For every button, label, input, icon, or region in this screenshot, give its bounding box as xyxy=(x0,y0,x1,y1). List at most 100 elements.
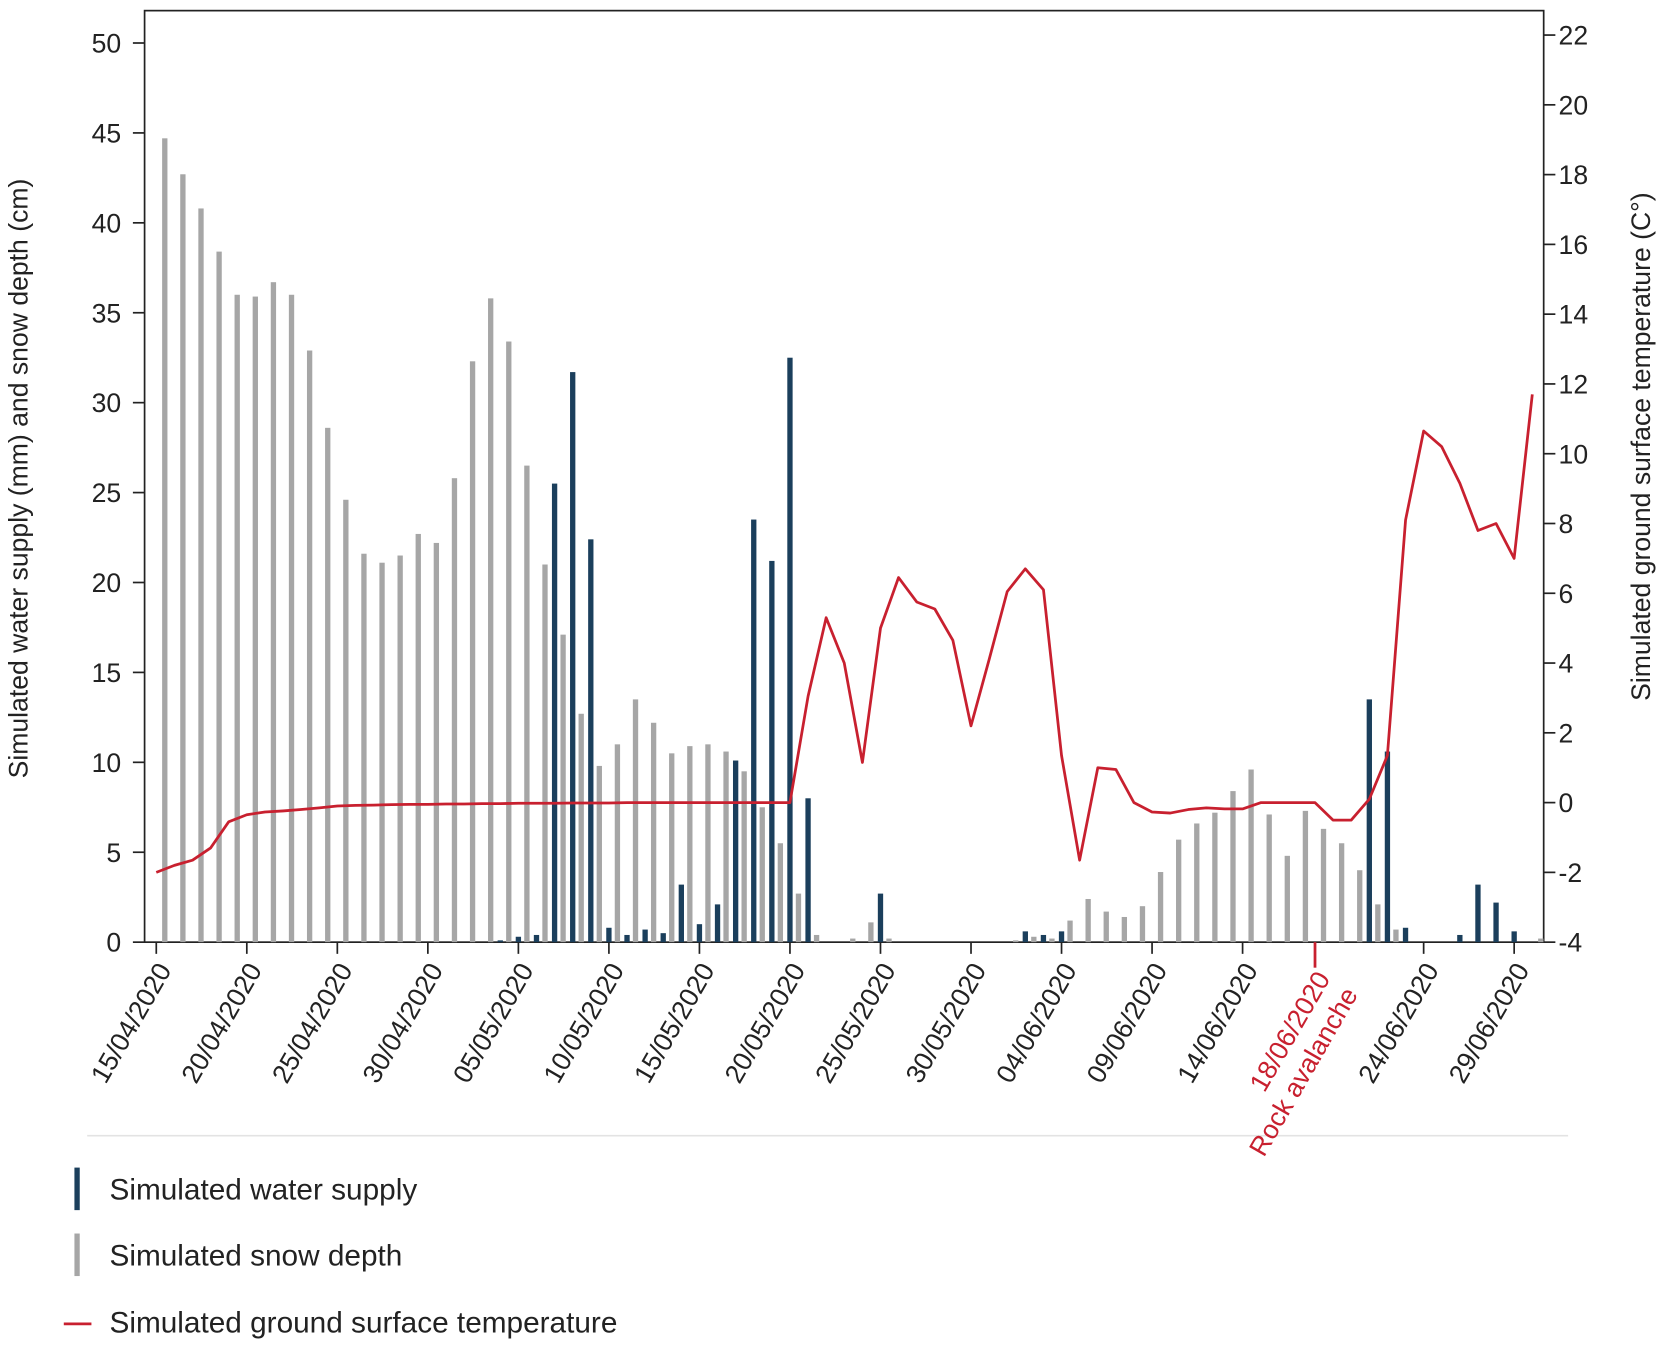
bar xyxy=(1375,904,1381,943)
bar xyxy=(1266,814,1272,943)
bar xyxy=(515,936,522,943)
x-tick-group: 09/06/2020 xyxy=(1081,958,1173,1088)
x-tick-label: 15/04/2020 xyxy=(85,958,177,1088)
bar xyxy=(433,542,440,943)
x-tick-group: 20/05/2020 xyxy=(719,958,811,1088)
x-tick-label: 20/05/2020 xyxy=(719,958,811,1088)
bar xyxy=(723,751,729,943)
bar xyxy=(1176,839,1182,943)
bar xyxy=(606,927,612,943)
x-tick-group: 20/04/2020 xyxy=(175,958,267,1088)
x-tick-label: 30/04/2020 xyxy=(356,958,448,1088)
bar xyxy=(415,533,421,943)
bar xyxy=(1022,931,1028,943)
y2-axis-label: Simulated ground surface temperature (C°… xyxy=(1626,192,1656,701)
x-tick-group: 10/05/2020 xyxy=(537,958,629,1088)
bar xyxy=(805,798,811,943)
x-tick-label: 29/06/2020 xyxy=(1443,958,1535,1088)
x-tick-label: 24/06/2020 xyxy=(1352,958,1444,1088)
bar xyxy=(1103,911,1109,943)
y-tick-label: 45 xyxy=(92,118,122,148)
y2-tick-label: 10 xyxy=(1559,439,1589,469)
bar xyxy=(252,296,258,943)
x-tick-group: 04/06/2020 xyxy=(990,958,1082,1088)
bar xyxy=(596,765,602,943)
bar xyxy=(624,934,630,943)
bar xyxy=(877,893,884,943)
bar xyxy=(759,807,765,943)
bar xyxy=(787,357,793,943)
bar xyxy=(1031,936,1037,943)
bar xyxy=(751,519,757,943)
bar xyxy=(769,560,775,943)
legend-swatch xyxy=(74,1233,80,1277)
y2-tick-label: 14 xyxy=(1559,300,1589,330)
y-tick-label: 5 xyxy=(106,838,121,868)
x-tick-label: 30/05/2020 xyxy=(900,958,992,1088)
bar xyxy=(1194,823,1200,943)
bar xyxy=(1475,884,1481,943)
bar xyxy=(397,555,403,943)
y2-tick-label: 6 xyxy=(1559,579,1574,609)
y2-tick-label: 4 xyxy=(1559,649,1574,679)
bar xyxy=(325,427,331,943)
x-tick-label: 20/04/2020 xyxy=(175,958,267,1088)
bar xyxy=(588,539,594,943)
legend-label: Simulated snow depth xyxy=(110,1239,403,1272)
bar xyxy=(1511,931,1517,943)
bar xyxy=(1338,843,1345,943)
x-tick-group: 15/05/2020 xyxy=(628,958,720,1088)
bar xyxy=(1040,934,1047,943)
bar xyxy=(570,372,576,943)
y-axis-label: Simulated water supply (mm) and snow dep… xyxy=(4,179,34,779)
bar xyxy=(578,713,584,943)
bar xyxy=(1393,929,1399,943)
x-tick-label: 05/05/2020 xyxy=(447,958,539,1088)
x-tick-label: 10/05/2020 xyxy=(537,958,629,1088)
bar xyxy=(1302,810,1309,943)
bar xyxy=(270,282,277,943)
bar xyxy=(524,465,530,943)
legend-label: Simulated water supply xyxy=(110,1173,418,1206)
bar xyxy=(678,884,684,943)
x-tick-group: 25/05/2020 xyxy=(809,958,901,1088)
y-tick-label: 50 xyxy=(92,29,122,59)
legend-label: Simulated ground surface temperature xyxy=(110,1306,618,1339)
x-tick-label: 09/06/2020 xyxy=(1081,958,1173,1088)
y2-tick-label: 18 xyxy=(1559,160,1589,190)
bar xyxy=(1067,920,1073,943)
x-tick-group: 14/06/2020 xyxy=(1171,958,1263,1088)
bar xyxy=(180,174,186,943)
y-tick-label: 0 xyxy=(106,928,121,958)
bar xyxy=(306,350,313,943)
bar xyxy=(533,934,540,943)
bar xyxy=(497,940,503,943)
bar xyxy=(1457,934,1463,943)
bar xyxy=(343,499,349,943)
bar xyxy=(795,893,802,943)
x-tick-group: 24/06/2020 xyxy=(1352,958,1444,1088)
bar xyxy=(614,744,621,943)
bar xyxy=(551,483,558,943)
y2-tick-label: 8 xyxy=(1559,509,1574,539)
bar xyxy=(1058,931,1065,943)
bar xyxy=(1157,872,1164,943)
x-tick-group: 05/05/2020 xyxy=(447,958,539,1088)
x-tick-group: 29/06/2020 xyxy=(1443,958,1535,1088)
y2-tick-label: 0 xyxy=(1559,788,1574,818)
bar xyxy=(451,478,458,943)
bar xyxy=(732,760,739,943)
bar xyxy=(1284,855,1290,943)
bar xyxy=(777,843,784,943)
bar xyxy=(741,771,747,943)
bar xyxy=(469,361,476,943)
bar xyxy=(198,208,204,943)
y-tick-label: 20 xyxy=(92,568,122,598)
x-tick-label: 25/05/2020 xyxy=(809,958,901,1088)
bar xyxy=(642,929,648,943)
y-tick-label: 15 xyxy=(92,658,122,688)
bar xyxy=(886,938,892,943)
bar xyxy=(1402,927,1409,943)
y-tick-label: 35 xyxy=(92,298,122,328)
